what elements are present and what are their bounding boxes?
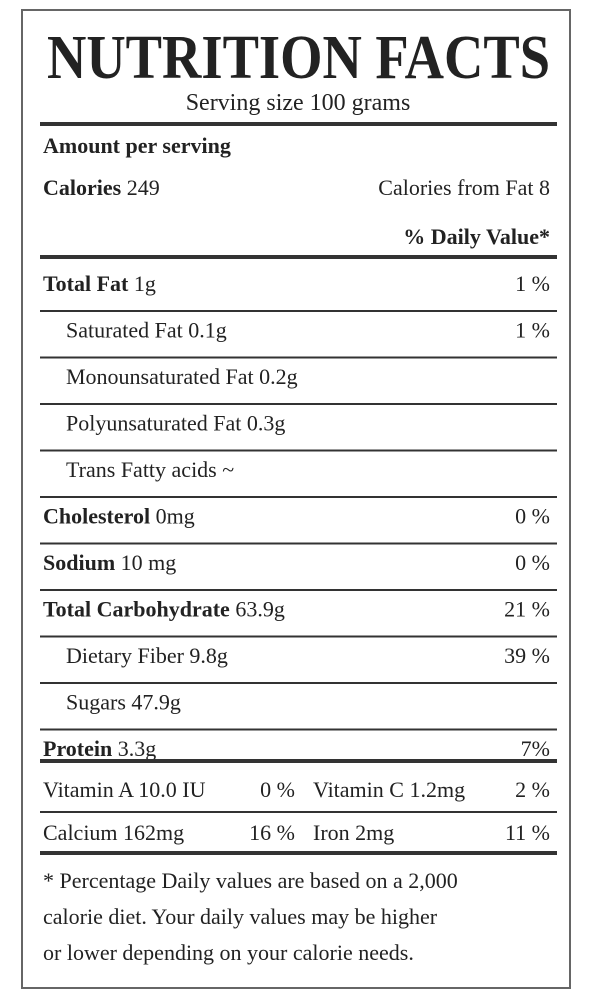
nutrient-amount: 1g <box>134 271 156 296</box>
nutrient: Total Fat 1g <box>43 271 156 296</box>
daily-value: 39 % <box>504 643 550 668</box>
vitamin: 11 % <box>505 820 550 845</box>
nutrient-amount: 63.9g <box>235 597 285 622</box>
vitamin: Calcium 162mg <box>43 820 184 845</box>
nutrient: Sugars 47.9g <box>66 690 181 715</box>
nutrient: Monounsaturated Fat 0.2g <box>66 364 298 389</box>
nutrient-name: Monounsaturated Fat 0.2g <box>66 364 298 389</box>
nutrient: Sodium 10 mg <box>43 550 176 575</box>
nutrient: Polyunsaturated Fat 0.3g <box>66 411 285 436</box>
vitamin: Vitamin C 1.2mg <box>313 777 465 802</box>
nutrient: Total Carbohydrate 63.9g <box>43 597 285 622</box>
nutrient-amount: 10 mg <box>121 550 177 575</box>
nutrient-name: Protein <box>43 736 112 761</box>
calories-label: Calories <box>43 175 122 200</box>
nutrient-name: Total Carbohydrate <box>43 597 230 622</box>
nutrient-name: Sodium <box>43 550 115 575</box>
daily-value-header: % Daily Value* <box>403 224 550 249</box>
vitamin: 0 % <box>260 777 295 802</box>
nutrient: Trans Fatty acids ~ <box>66 457 234 482</box>
nutrient: Cholesterol 0mg <box>43 504 195 529</box>
vitamin-rows: Vitamin A 10.0 IU 0 % Vitamin C 1.2mg 2 % Ca… <box>40 777 557 845</box>
nutrient: Protein 3.3g <box>43 736 156 761</box>
footnote-line: calorie diet. Your daily values may be h… <box>43 904 438 929</box>
nutrient-amount: 3.3g <box>118 736 157 761</box>
vitamin: 16 % <box>249 820 295 845</box>
nutrient-name: Saturated Fat 0.1g <box>66 318 227 343</box>
nutrient-rows: Total Fat 1g 1 % Saturated Fat 0.1g 1 % Mono… <box>40 271 557 761</box>
vitamin: Iron 2mg <box>313 820 394 845</box>
daily-value: 1 % <box>515 318 550 343</box>
nutrient-name: Cholesterol <box>43 504 150 529</box>
nutrient-name: Total Fat <box>43 271 129 296</box>
footnote-line: or lower depending on your calorie needs… <box>43 940 414 965</box>
nutrient-name: Polyunsaturated Fat 0.3g <box>66 411 285 436</box>
daily-value: 21 % <box>504 597 550 622</box>
nutrient: Dietary Fiber 9.8g <box>66 643 228 668</box>
label-border <box>21 9 571 989</box>
daily-value: 0 % <box>515 504 550 529</box>
daily-value: 0 % <box>515 550 550 575</box>
title: NUTRITION FACTS <box>47 24 550 92</box>
nutrient-amount: 0mg <box>156 504 195 529</box>
calories-amount: 249 <box>127 175 160 200</box>
nutrient-name: Trans Fatty acids ~ <box>66 457 234 482</box>
serving-size: Serving size 100 grams <box>186 90 411 116</box>
amount-per-serving: Amount per serving <box>43 133 231 158</box>
vitamin: 2 % <box>515 777 550 802</box>
daily-value: 7% <box>521 736 550 761</box>
calories-from-fat: Calories from Fat 8 <box>378 175 550 200</box>
nutrient-name: Sugars 47.9g <box>66 690 181 715</box>
nutrient-name: Dietary Fiber 9.8g <box>66 643 228 668</box>
daily-value: 1 % <box>515 271 550 296</box>
footnote: * Percentage Daily values are based on a… <box>43 868 458 965</box>
nutrient: Saturated Fat 0.1g <box>66 318 227 343</box>
calories: Calories 249 <box>43 175 160 200</box>
vitamin: Vitamin A 10.0 IU <box>43 777 206 802</box>
footnote-line: * Percentage Daily values are based on a… <box>43 868 458 893</box>
